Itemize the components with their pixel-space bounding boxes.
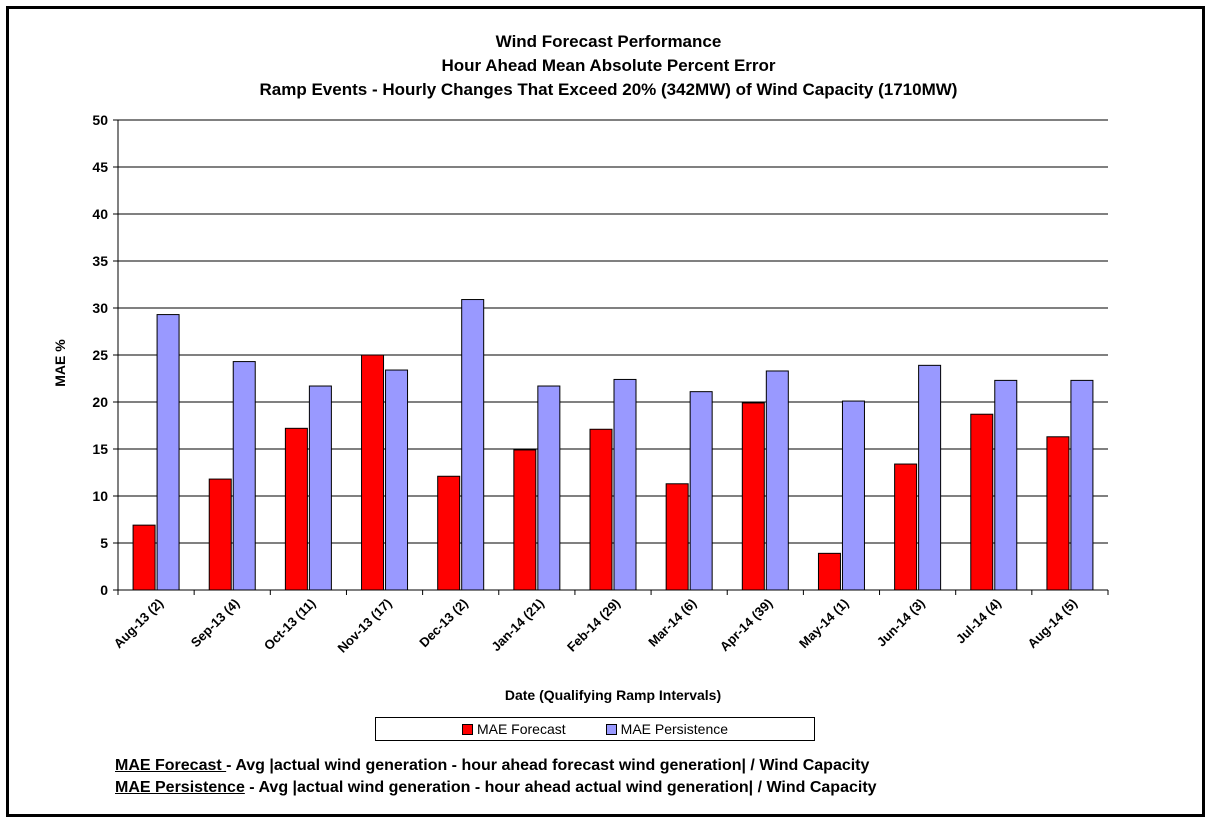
bar-mae-persistence xyxy=(461,299,485,591)
bar-mae-persistence xyxy=(765,370,789,591)
bar-mae-forecast xyxy=(589,428,613,591)
bar-mae-persistence xyxy=(537,385,561,591)
x-tick-label: Sep-13 (4) xyxy=(188,596,243,651)
x-axis-title: Date (Qualifying Ramp Intervals) xyxy=(504,687,722,703)
legend-item-forecast: MAE Forecast xyxy=(461,721,566,737)
bar-mae-persistence xyxy=(385,369,409,591)
y-axis-title: MAE % xyxy=(52,339,68,387)
x-tick-label: Aug-13 (2) xyxy=(111,596,167,652)
bar-mae-persistence xyxy=(841,400,865,591)
bar-mae-forecast xyxy=(817,552,841,591)
legend-swatch-forecast xyxy=(461,723,473,735)
bar-mae-forecast xyxy=(437,475,461,591)
y-tick-label: 35 xyxy=(92,253,108,269)
definition-text-forecast: - Avg |actual wind generation - hour ahe… xyxy=(226,757,870,774)
chart-title-line-3: Ramp Events - Hourly Changes That Exceed… xyxy=(259,80,958,99)
bar-mae-forecast xyxy=(284,427,308,591)
definition-text-persistence: - Avg |actual wind generation - hour ahe… xyxy=(244,779,877,796)
x-tick-label: May-14 (1) xyxy=(796,596,852,652)
x-tick-label: Jan-14 (21) xyxy=(488,596,547,655)
bar-mae-forecast xyxy=(208,478,232,591)
y-tick-label: 15 xyxy=(92,441,108,457)
y-tick-label: 0 xyxy=(100,582,108,598)
y-tick-label: 40 xyxy=(92,206,108,222)
bars xyxy=(132,299,1094,591)
y-tick-label: 5 xyxy=(100,535,108,551)
bar-mae-forecast xyxy=(513,449,537,591)
y-tick-label: 45 xyxy=(92,159,108,175)
bar-mae-forecast xyxy=(970,413,994,591)
y-tick-label: 20 xyxy=(92,394,108,410)
bar-mae-forecast xyxy=(741,402,765,591)
legend-swatch-persistence xyxy=(605,723,617,735)
chart-title-line-1: Wind Forecast Performance xyxy=(495,32,722,51)
legend-label-forecast: MAE Forecast xyxy=(476,721,566,737)
bar-mae-persistence xyxy=(613,378,637,591)
bar-mae-persistence xyxy=(232,361,256,591)
legend-item-persistence: MAE Persistence xyxy=(605,721,729,737)
definition-term-forecast: MAE Forecast xyxy=(115,757,227,774)
bar-mae-persistence xyxy=(994,379,1018,591)
bar-mae-persistence xyxy=(1070,379,1094,591)
bar-mae-persistence xyxy=(918,364,942,591)
gridlines xyxy=(118,119,1108,544)
x-tick-label: Jul-14 (4) xyxy=(953,596,1004,647)
bar-mae-persistence xyxy=(156,314,180,591)
legend-label-persistence: MAE Persistence xyxy=(620,721,729,737)
y-tick-label: 10 xyxy=(92,488,108,504)
x-tick-label: Dec-13 (2) xyxy=(416,596,471,651)
definition-forecast: MAE Forecast - Avg |actual wind generati… xyxy=(115,757,869,775)
bar-mae-persistence xyxy=(308,385,332,591)
definition-term-persistence: MAE Persistence xyxy=(115,779,245,796)
bar-mae-forecast xyxy=(665,483,689,591)
bar-mae-persistence xyxy=(689,391,713,591)
y-tick-label: 50 xyxy=(92,112,108,128)
axes xyxy=(113,119,1109,595)
y-tick-label: 30 xyxy=(92,300,108,316)
bar-mae-forecast xyxy=(1046,436,1070,591)
bar-mae-forecast xyxy=(894,463,918,591)
x-tick-label: Feb-14 (29) xyxy=(564,596,623,655)
chart-title-line-2: Hour Ahead Mean Absolute Percent Error xyxy=(441,56,776,75)
bar-mae-forecast xyxy=(361,354,385,591)
x-tick-label: Jun-14 (3) xyxy=(874,596,928,650)
definition-persistence: MAE Persistence - Avg |actual wind gener… xyxy=(115,779,877,797)
x-tick-label: Aug-14 (5) xyxy=(1024,596,1080,652)
x-tick-label: Oct-13 (11) xyxy=(261,596,319,654)
y-tick-labels: 0 5 10 15 20 25 30 35 40 45 50 xyxy=(92,112,108,598)
x-tick-labels: Aug-13 (2) Sep-13 (4) Oct-13 (11) Nov-13 (1… xyxy=(111,596,1080,656)
bar-mae-forecast xyxy=(132,524,156,591)
legend: MAE Forecast MAE Persistence xyxy=(375,717,815,741)
x-tick-label: Nov-13 (17) xyxy=(335,596,395,656)
x-tick-label: Apr-14 (39) xyxy=(717,596,776,655)
y-tick-label: 25 xyxy=(92,347,108,363)
x-tick-label: Mar-14 (6) xyxy=(645,596,699,650)
